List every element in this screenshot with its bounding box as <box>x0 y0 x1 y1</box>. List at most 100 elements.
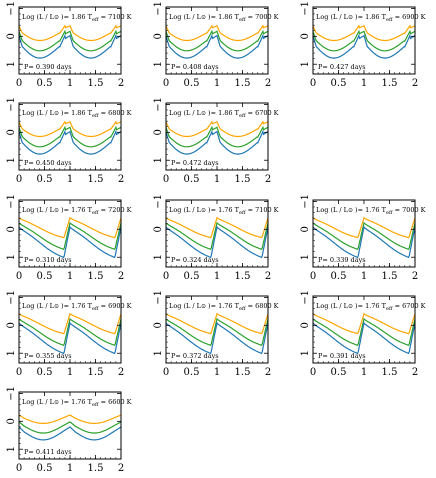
series-line <box>166 125 268 148</box>
panel-label-part: eff <box>92 113 99 119</box>
series-line <box>19 29 121 52</box>
panel-label-part: Log (L / L <box>169 206 202 214</box>
panel-label-part: ⊙ <box>348 303 353 310</box>
x-tick-label: 2 <box>265 367 271 378</box>
series-line <box>313 221 415 251</box>
x-tick-label: 2 <box>265 78 271 89</box>
panel-label-part: = 6900 K <box>99 302 132 310</box>
series-line <box>313 312 415 335</box>
series-line <box>19 414 121 424</box>
panel-label-part: T <box>235 302 240 310</box>
y-tick-label: −1 <box>6 97 17 112</box>
panel-label-part: )= 1.76 <box>59 302 88 310</box>
panel-label-part: eff <box>239 113 246 119</box>
panel-label-part: = 7000 K <box>246 13 279 21</box>
panel-label: Log (L / L⊙ )= 1.86 Teff = 6800 K <box>22 109 132 119</box>
panel-label-part: Log (L / L <box>22 302 55 310</box>
series-line <box>166 24 268 42</box>
panel-label-part: ⊙ <box>54 14 59 21</box>
x-tick-label: 0.5 <box>331 271 347 282</box>
panel-label-part: = 7100 K <box>99 13 132 21</box>
x-tick-label: 2 <box>265 174 271 185</box>
x-tick-label: 2 <box>412 367 418 378</box>
panel-label-part: ⊙ <box>201 14 206 21</box>
panel-label: Log (L / L⊙ )= 1.76 Teff = 6900 K <box>22 302 132 312</box>
series-line <box>313 216 415 239</box>
x-tick-label: 1 <box>67 78 73 89</box>
y-tick-label: 1 <box>153 254 164 260</box>
x-tick-label: 1.5 <box>235 367 251 378</box>
series-line <box>19 321 121 355</box>
y-tick-label: 1 <box>153 61 164 67</box>
x-tick-label: 1 <box>361 271 367 282</box>
series-line <box>313 29 415 52</box>
series-line <box>166 29 268 52</box>
chart-panel: 0 0.5 1 1.5 2 −1 0 1 Log (L / L⊙ )= 1.76 Teff = … <box>6 194 132 282</box>
panel-label-part: eff <box>92 210 99 216</box>
panel-label-part: )= 1.86 <box>59 109 88 117</box>
panel-label-part: = 7000 K <box>393 206 426 214</box>
x-tick-label: 1 <box>67 174 73 185</box>
x-tick-label: 1.5 <box>88 463 104 474</box>
x-tick-label: 0 <box>16 463 22 474</box>
panel-label-part: Log (L / L <box>22 109 55 117</box>
panel-label: Log (L / L⊙ )= 1.76 Teff = 7000 K <box>316 206 426 216</box>
panel-label: Log (L / L⊙ )= 1.86 Teff = 6900 K <box>316 13 426 23</box>
series-line <box>19 221 121 251</box>
series-line <box>19 317 121 347</box>
x-tick-label: 0 <box>310 78 316 89</box>
y-tick-label: 0 <box>6 322 17 328</box>
panel-label-part: eff <box>386 17 393 23</box>
chart-panel: 0 0.5 1 1.5 2 −1 0 1 Log (L / L⊙ )= 1.86 Teff = … <box>153 97 279 185</box>
series-line <box>313 317 415 347</box>
y-tick-label: −1 <box>300 1 311 16</box>
x-tick-label: 1 <box>361 367 367 378</box>
panel-label-part: Log (L / L <box>22 13 55 21</box>
panel-label-part: T <box>235 13 240 21</box>
y-tick-label: 1 <box>300 350 311 356</box>
panel-label-part: = 6800 K <box>99 109 132 117</box>
panel-label-part: Log (L / L <box>169 109 202 117</box>
y-tick-label: −1 <box>300 194 311 209</box>
y-tick-label: 0 <box>300 226 311 232</box>
x-tick-label: 0 <box>16 174 22 185</box>
panel-label-part: ⊙ <box>348 14 353 21</box>
x-tick-label: 1.5 <box>382 78 398 89</box>
panel-label: Log (L / L⊙ )= 1.86 Teff = 7000 K <box>169 13 279 23</box>
series-line <box>313 24 415 42</box>
panel-label-part: = 6900 K <box>393 13 426 21</box>
x-tick-label: 2 <box>118 78 124 89</box>
y-tick-label: −1 <box>153 194 164 209</box>
series-line <box>166 321 268 355</box>
panel-label: Log (L / L⊙ )= 1.86 Teff = 7100 K <box>22 13 132 23</box>
series-line <box>166 216 268 239</box>
y-tick-label: 0 <box>6 33 17 39</box>
panel-label-part: )= 1.76 <box>353 302 382 310</box>
y-tick-label: 1 <box>300 61 311 67</box>
x-tick-label: 0.5 <box>184 367 200 378</box>
x-tick-label: 0 <box>16 271 22 282</box>
panel-label-part: T <box>382 302 387 310</box>
panel-label-part: )= 1.76 <box>206 302 235 310</box>
y-tick-label: 1 <box>6 446 17 452</box>
series-line <box>166 120 268 138</box>
chart-panel: 0 0.5 1 1.5 2 −1 0 1 Log (L / L⊙ )= 1.76 Teff = … <box>300 194 426 282</box>
y-tick-label: 0 <box>6 226 17 232</box>
chart-panel: 0 0.5 1 1.5 2 −1 0 1 Log (L / L⊙ )= 1.86 Teff = … <box>300 1 426 89</box>
y-tick-label: 1 <box>6 61 17 67</box>
y-tick-label: −1 <box>6 1 17 16</box>
y-tick-label: −1 <box>6 290 17 305</box>
series-line <box>19 33 121 59</box>
chart-panel: 0 0.5 1 1.5 2 −1 0 1 Log (L / L⊙ )= 1.86 Teff = … <box>6 1 132 89</box>
panel-label-part: eff <box>386 210 393 216</box>
x-tick-label: 0.5 <box>184 174 200 185</box>
series-line <box>19 421 121 434</box>
panel-label-part: ⊙ <box>348 207 353 214</box>
panel-label-part: Log (L / L <box>316 302 349 310</box>
series-line <box>19 120 121 138</box>
panel-label-part: )= 1.86 <box>59 13 88 21</box>
x-tick-label: 1 <box>67 367 73 378</box>
x-tick-label: 1.5 <box>88 78 104 89</box>
panel-label-part: T <box>235 109 240 117</box>
